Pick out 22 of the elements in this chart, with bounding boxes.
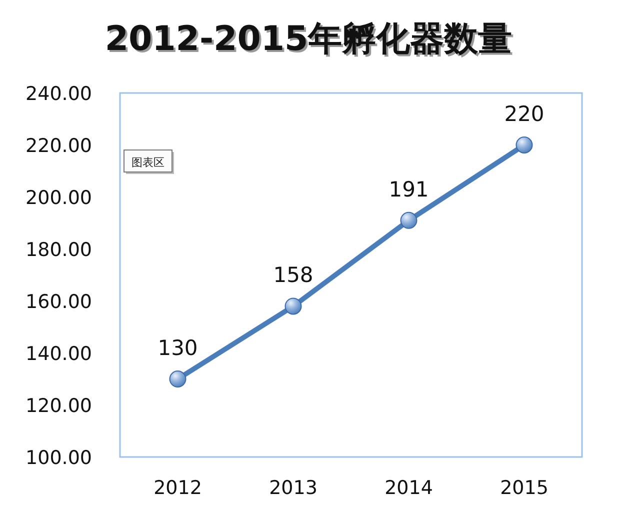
y-tick-label: 220.00: [26, 135, 92, 157]
annotation: 图表区: [132, 156, 164, 169]
y-tick-label: 160.00: [26, 291, 92, 313]
data-label: 130: [158, 336, 198, 360]
x-tick-label: 2013: [269, 477, 318, 499]
y-tick-label: 100.00: [26, 447, 92, 469]
data-label: 220: [504, 102, 544, 126]
y-tick-label: 180.00: [26, 239, 92, 261]
x-tick-label: 2015: [500, 477, 548, 499]
chart-title: 2012-2015年孵化器数量: [106, 21, 514, 61]
point: [169, 370, 186, 388]
point: [516, 136, 533, 154]
point: [400, 212, 418, 229]
x-tick-label: 2014: [384, 477, 433, 499]
y-tick-label: 140.00: [26, 343, 92, 365]
y-tick-label: 240.00: [26, 83, 92, 105]
y-tick-label: 200.00: [26, 187, 92, 209]
point: [284, 298, 302, 315]
data-label: 191: [388, 177, 429, 202]
data-label: 158: [273, 263, 314, 288]
y-tick-label: 120.00: [26, 395, 92, 417]
x-tick-label: 2012: [154, 477, 202, 499]
